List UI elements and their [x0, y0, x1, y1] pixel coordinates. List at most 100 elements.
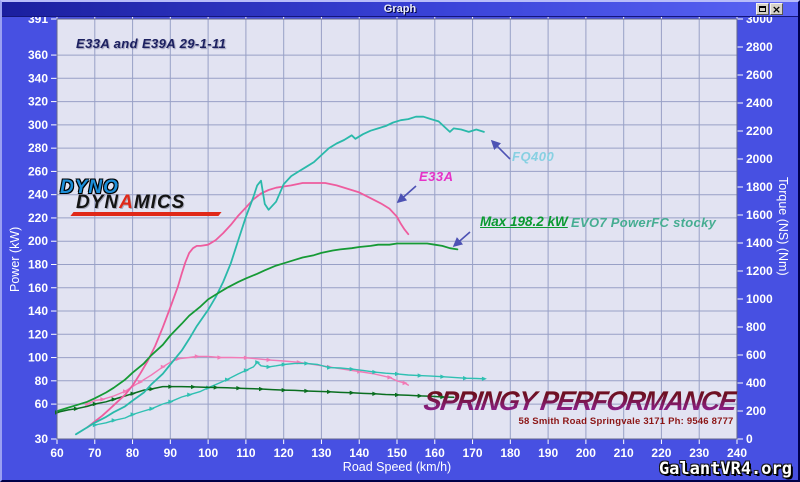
annotation-arrow [490, 139, 511, 160]
springy-logo-text: SPRINGY PERFORMANCE [421, 386, 738, 416]
series-marker [481, 376, 487, 381]
y-right-tick-label: 0 [746, 432, 753, 446]
y-left-axis-title: Power (kW) [8, 226, 22, 292]
y-left-tick-label: 160 [28, 281, 48, 295]
series-marker [327, 389, 332, 395]
series-marker [225, 377, 230, 382]
y-left-tick-label: 200 [28, 234, 48, 248]
restore-button[interactable] [756, 3, 769, 15]
series-marker [100, 397, 106, 402]
series-marker [327, 365, 332, 370]
x-tick-label: 70 [88, 446, 102, 460]
y-right-tick-label: 1200 [746, 264, 773, 278]
x-tick-label: 240 [727, 446, 747, 460]
dyno-logo-line2: DYNAMICS [76, 192, 186, 213]
series-marker [191, 384, 196, 390]
series-marker [259, 386, 264, 392]
y-left-tick-label: 300 [28, 118, 48, 132]
series-marker [243, 368, 249, 373]
y-right-tick-label: 2400 [746, 96, 773, 110]
tick-labels: 60 70 80 90 100 110 120 130 140 150 160 170 180 190 20… [28, 12, 773, 460]
dyno-logo-swoosh [70, 212, 222, 216]
series-marker [194, 354, 200, 359]
close-button[interactable]: × [770, 3, 783, 15]
series-marker [395, 392, 400, 398]
x-tick-label: 210 [614, 446, 634, 460]
restore-icon [759, 6, 766, 12]
y-left-tick-label: 240 [28, 188, 48, 202]
y-right-tick-label: 400 [746, 376, 766, 390]
y-right-tick-label: 1600 [746, 208, 773, 222]
dyno-logo-line1: DYNO [60, 177, 119, 198]
y-right-tick-label: 2800 [746, 40, 773, 54]
x-tick-label: 230 [689, 446, 709, 460]
series-fq400-power [75, 115, 485, 436]
x-tick-label: 190 [538, 446, 558, 460]
x-tick-label: 200 [576, 446, 596, 460]
x-axis-title: Road Speed (km/h) [342, 460, 452, 474]
y-right-tick-label: 1000 [746, 292, 773, 306]
x-tick-label: 160 [425, 446, 445, 460]
watermark: GalantVR4.org [658, 459, 792, 479]
series-evo7-powerfc-stocky-power [56, 242, 459, 412]
x-tick-label: 220 [651, 446, 671, 460]
y-left-tick-label: 180 [28, 257, 48, 271]
series-marker [130, 391, 136, 396]
grid-lines [57, 19, 737, 439]
annotation-arrow [396, 185, 417, 204]
annotation-evo7: EVO7 PowerFC stocky [571, 215, 717, 230]
y-right-axis-title: Torque (NS) (Nm) [776, 177, 790, 276]
y-left-tick-label: 220 [28, 211, 48, 225]
y-right-tick-label: 1400 [746, 236, 773, 250]
series-marker [138, 379, 144, 385]
series-marker [440, 374, 446, 379]
y-right-tick-label: 200 [746, 404, 766, 418]
series-marker [160, 364, 166, 370]
y-right-tick-label: 2600 [746, 68, 773, 82]
series-marker [281, 387, 287, 393]
series-marker [304, 361, 310, 366]
series-marker [217, 355, 223, 360]
series-marker [266, 357, 272, 363]
series-marker [304, 388, 310, 394]
x-tick-label: 170 [463, 446, 483, 460]
springy-address: 58 Smith Road Springvale 3171 Ph: 9546 8… [518, 416, 734, 427]
series-marker [463, 376, 468, 381]
series-marker [187, 392, 193, 397]
y-left-tick-label: 260 [28, 164, 48, 178]
x-tick-label: 80 [126, 446, 140, 460]
series-marker [440, 394, 446, 400]
series-marker [111, 418, 117, 423]
y-left-tick-label: 320 [28, 95, 48, 109]
x-tick-label: 130 [311, 446, 331, 460]
series-marker [130, 412, 136, 417]
window-controls: × [756, 3, 783, 15]
series-marker [372, 391, 378, 396]
y-right-tick-label: 600 [746, 348, 766, 362]
series-evo7-powerfc-stocky-torque [56, 385, 455, 414]
dyno-dynamics-logo: DYNO DYNAMICS [60, 177, 222, 216]
series-marker [266, 364, 272, 370]
series-marker [168, 384, 174, 389]
x-tick-label: 180 [500, 446, 520, 460]
series-marker [417, 393, 423, 399]
series-marker [255, 360, 261, 365]
y-right-tick-label: 1800 [746, 180, 773, 194]
annotation-max-power: Max 198.2 kW [480, 214, 568, 229]
series-marker [73, 406, 79, 411]
y-left-tick-label: 340 [28, 71, 48, 85]
series-marker [402, 380, 408, 386]
springy-performance-logo: SPRINGY PERFORMANCE 58 Smith Road Spring… [421, 386, 738, 427]
plot-border [56, 18, 738, 440]
close-icon: × [771, 2, 782, 16]
x-tick-label: 90 [164, 446, 178, 460]
series-marker [417, 373, 423, 378]
annotation-arrow [452, 231, 471, 248]
series-marker [149, 406, 155, 411]
y-left-tick-label: 80 [35, 374, 49, 388]
y-left-tick-label: 60 [35, 397, 49, 411]
title-bar[interactable]: Graph × [2, 2, 798, 17]
x-tick-label: 140 [349, 446, 369, 460]
y-left-tick-label: 120 [28, 327, 48, 341]
